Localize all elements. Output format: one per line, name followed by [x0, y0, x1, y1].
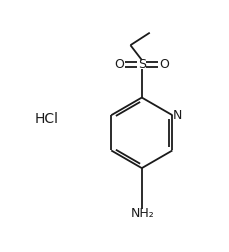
Text: N: N [173, 109, 182, 122]
Text: O: O [159, 58, 169, 71]
Text: O: O [114, 58, 124, 71]
Text: S: S [138, 58, 146, 71]
Text: NH₂: NH₂ [131, 207, 155, 220]
Text: HCl: HCl [34, 112, 58, 126]
